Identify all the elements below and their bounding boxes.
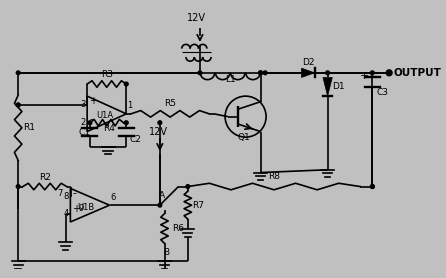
Text: 9: 9 <box>79 204 84 213</box>
Circle shape <box>124 82 128 86</box>
Text: -: - <box>72 188 76 198</box>
Text: R2: R2 <box>39 173 51 182</box>
Text: R4: R4 <box>103 124 116 133</box>
Circle shape <box>198 71 202 75</box>
Text: 12V: 12V <box>187 13 206 23</box>
Text: U1A: U1A <box>96 111 113 120</box>
Text: R6: R6 <box>172 224 184 233</box>
Text: B: B <box>163 248 169 257</box>
Text: D2: D2 <box>302 58 314 67</box>
Text: R5: R5 <box>164 99 176 108</box>
Text: +: + <box>89 96 97 106</box>
Circle shape <box>17 103 20 107</box>
Text: 3: 3 <box>81 100 86 110</box>
Circle shape <box>371 185 374 188</box>
Text: OUTPUT: OUTPUT <box>394 68 442 78</box>
Circle shape <box>371 71 374 75</box>
Text: C1: C1 <box>79 128 91 137</box>
Circle shape <box>371 185 374 188</box>
Circle shape <box>387 71 391 75</box>
Circle shape <box>158 203 162 207</box>
Text: D1: D1 <box>332 82 345 91</box>
Text: R1: R1 <box>23 123 35 132</box>
Text: R7: R7 <box>193 201 204 210</box>
Text: C2: C2 <box>129 135 141 144</box>
Text: 1: 1 <box>127 101 132 110</box>
Text: R8: R8 <box>268 172 280 181</box>
Text: U1B: U1B <box>78 203 95 212</box>
Text: 4: 4 <box>64 209 69 218</box>
Text: +: + <box>72 204 80 214</box>
Text: A: A <box>159 191 165 200</box>
Text: C3: C3 <box>376 88 388 97</box>
Circle shape <box>326 71 330 75</box>
Text: +: + <box>359 71 369 81</box>
Circle shape <box>259 71 262 75</box>
Circle shape <box>186 185 190 188</box>
Text: 2: 2 <box>81 118 86 127</box>
Text: R3: R3 <box>101 70 113 79</box>
Circle shape <box>17 103 20 107</box>
Text: 12V: 12V <box>149 127 168 137</box>
Polygon shape <box>301 68 314 78</box>
Text: L1: L1 <box>225 75 235 84</box>
Circle shape <box>17 71 20 75</box>
Circle shape <box>124 121 128 125</box>
Circle shape <box>158 121 162 125</box>
Polygon shape <box>323 78 332 96</box>
Text: 8: 8 <box>64 192 69 201</box>
Circle shape <box>263 71 267 75</box>
Text: 6: 6 <box>111 193 116 202</box>
Text: Q1: Q1 <box>237 133 250 142</box>
Text: -: - <box>89 114 93 124</box>
Circle shape <box>88 121 92 125</box>
Circle shape <box>17 185 20 188</box>
Text: 7: 7 <box>58 190 63 198</box>
Circle shape <box>259 71 262 75</box>
